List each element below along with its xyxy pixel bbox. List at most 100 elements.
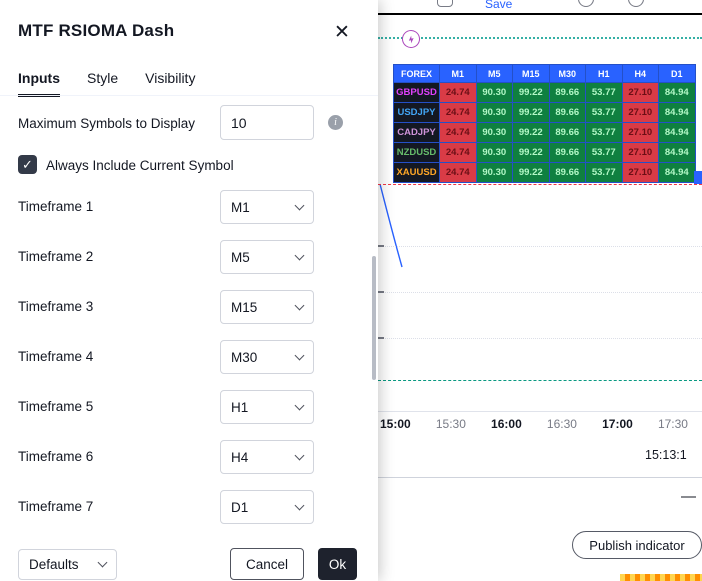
dashboard-symbol-cell: XAUUSD: [393, 162, 440, 183]
ok-button[interactable]: Ok: [318, 548, 357, 580]
dashboard-symbol-cell: GBPUSD: [393, 82, 440, 103]
cancel-button[interactable]: Cancel: [230, 548, 304, 580]
dashboard-value-cell: 89.66: [548, 142, 586, 163]
timeframe-row: Timeframe 5 H1: [0, 382, 378, 432]
time-axis-divider: [378, 411, 702, 412]
dashboard-value-cell: 53.77: [585, 142, 623, 163]
gridline: [378, 338, 702, 339]
dashboard-value-cell: 53.77: [585, 82, 623, 103]
close-icon[interactable]: ✕: [334, 22, 350, 43]
timeframe-row: Timeframe 4 M30: [0, 332, 378, 382]
timeframe-select[interactable]: D1: [220, 490, 314, 524]
dashboard-symbol-cell: USDJPY: [393, 102, 440, 123]
timeframe-select[interactable]: M15: [220, 290, 314, 324]
timeframe-value: H1: [231, 399, 249, 415]
lower-band-line: [378, 380, 702, 381]
gridline: [378, 246, 702, 247]
collapse-pane-icon[interactable]: —: [681, 488, 696, 505]
dashboard-value-cell: 90.30: [475, 102, 513, 123]
account-icon[interactable]: [628, 0, 644, 7]
dashboard-value-cell: 24.74: [439, 162, 477, 183]
bar-countdown-timer: 15:13:1: [645, 448, 687, 462]
dashboard-value-cell: 99.22: [512, 122, 550, 143]
tab-style[interactable]: Style: [87, 70, 119, 86]
time-axis-label: 17:30: [657, 417, 688, 431]
timeframe-row: Timeframe 6 H4: [0, 432, 378, 482]
timeframe-value: M15: [231, 299, 258, 315]
dashboard-header-cell: M1: [439, 64, 477, 83]
timeframe-value: M30: [231, 349, 258, 365]
time-axis-label: 17:00: [602, 417, 633, 431]
dotted-level-line: [378, 37, 702, 39]
timeframe-label: Timeframe 7: [18, 499, 94, 514]
timeframe-select[interactable]: M30: [220, 340, 314, 374]
dashboard-value-cell: 99.22: [512, 82, 550, 103]
notification-strip: [620, 574, 702, 581]
tab-visibility[interactable]: Visibility: [145, 70, 196, 86]
dashboard-value-cell: 90.30: [475, 82, 513, 103]
dashboard-value-cell: 53.77: [585, 102, 623, 123]
timeframe-value: M1: [231, 199, 250, 215]
time-axis-label: 15:00: [380, 417, 411, 431]
dialog-tabs: Inputs Style Visibility: [18, 70, 195, 97]
chevron-down-icon: [294, 250, 305, 260]
dashboard-symbol-cell: CADJPY: [393, 122, 440, 143]
dashboard-value-cell: 24.74: [439, 102, 477, 123]
lightning-icon[interactable]: [400, 28, 422, 50]
dashboard-value-cell: 53.77: [585, 122, 623, 143]
dashboard-value-cell: 89.66: [548, 122, 586, 143]
time-axis[interactable]: 15:00 15:30 16:00 16:30 17:00 17:30: [380, 417, 700, 431]
timeframe-select[interactable]: H1: [220, 390, 314, 424]
dashboard-value-cell: 99.22: [512, 102, 550, 123]
price-scale-marker: [694, 171, 702, 184]
info-icon[interactable]: i: [328, 115, 343, 130]
dashboard-row: CADJPY 24.74 90.30 99.22 89.66 53.77 27.10 84.9…: [393, 122, 696, 143]
dashboard-symbol-cell: NZDUSD: [393, 142, 440, 163]
chevron-down-icon: [294, 450, 305, 460]
chart-region: Save FOREX M1 M5 M15 M30 H1 H4 D1 GBPUSD 24.74 90.…: [378, 0, 702, 581]
scale-tick: [378, 291, 384, 293]
dashboard-value-cell: 84.94: [658, 142, 696, 163]
timeframe-select[interactable]: H4: [220, 440, 314, 474]
timeframe-select[interactable]: M1: [220, 190, 314, 224]
timeframe-value: H4: [231, 449, 249, 465]
dashboard-value-cell: 84.94: [658, 122, 696, 143]
max-symbols-input[interactable]: [220, 105, 314, 140]
dashboard-value-cell: 27.10: [621, 102, 659, 123]
timeframe-label: Timeframe 6: [18, 449, 94, 464]
toolbar-divider: [378, 13, 702, 15]
camera-icon[interactable]: [437, 0, 453, 7]
dashboard-value-cell: 89.66: [548, 102, 586, 123]
chevron-down-icon: [294, 400, 305, 410]
gridline: [378, 292, 702, 293]
save-button[interactable]: Save: [485, 0, 513, 11]
timeframe-row: Timeframe 3 M15: [0, 282, 378, 332]
time-axis-label: 16:30: [546, 417, 577, 431]
dashboard-value-cell: 84.94: [658, 102, 696, 123]
timeframe-label: Timeframe 1: [18, 199, 94, 214]
chevron-down-icon: [294, 300, 305, 310]
dialog-scrollbar[interactable]: [372, 256, 376, 380]
dashboard-header-cell: M15: [512, 64, 550, 83]
dashboard-value-cell: 53.77: [585, 162, 623, 183]
dashboard-header-cell: M30: [548, 64, 586, 83]
time-axis-label: 16:00: [491, 417, 522, 431]
chevron-down-icon: [294, 500, 305, 510]
dashboard-row: USDJPY 24.74 90.30 99.22 89.66 53.77 27.10 84.9…: [393, 102, 696, 123]
tab-inputs[interactable]: Inputs: [18, 70, 60, 97]
dashboard-row: XAUUSD 24.74 90.30 99.22 89.66 53.77 27.10 84.9…: [393, 162, 696, 183]
timeframe-select[interactable]: M5: [220, 240, 314, 274]
dashboard-header-cell: H4: [621, 64, 659, 83]
search-icon[interactable]: [578, 0, 594, 7]
dashboard-header-cell: FOREX: [393, 64, 440, 83]
dashboard-header-cell: D1: [658, 64, 696, 83]
dashboard-header-row: FOREX M1 M5 M15 M30 H1 H4 D1: [393, 64, 696, 83]
timeframe-rows: Timeframe 1 M1 Timeframe 2 M5 Timeframe 3 M15…: [0, 182, 378, 532]
publish-indicator-button[interactable]: Publish indicator: [572, 531, 702, 559]
timeframe-row: Timeframe 1 M1: [0, 182, 378, 232]
dashboard-row: NZDUSD 24.74 90.30 99.22 89.66 53.77 27.10 84.9…: [393, 142, 696, 163]
include-current-checkbox[interactable]: ✓: [18, 155, 37, 174]
dashboard-value-cell: 27.10: [621, 162, 659, 183]
timeframe-label: Timeframe 4: [18, 349, 94, 364]
defaults-select[interactable]: Defaults: [18, 549, 117, 580]
